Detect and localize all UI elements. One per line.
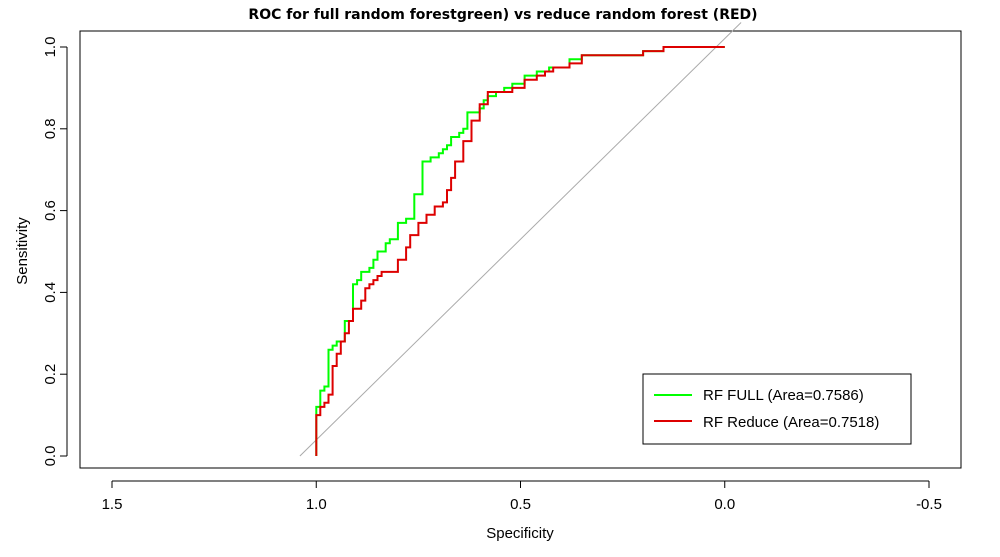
- legend: RF FULL (Area=0.7586) RF Reduce (Area=0.…: [642, 373, 912, 445]
- series-line-rf-reduce: [315, 46, 725, 456]
- y-tick-label: 0.8: [42, 118, 59, 139]
- y-tick-label: 0.4: [42, 282, 59, 303]
- x-axis-label: Specificity: [486, 525, 554, 542]
- x-tick-label: 0.5: [510, 496, 531, 513]
- x-tick-label: 1.0: [306, 496, 327, 513]
- x-axis-ticks: 1.5 1.0 0.5 0.0 -0.5: [102, 481, 942, 513]
- y-axis-label: Sensitivity: [14, 217, 31, 285]
- y-tick-label: 1.0: [42, 37, 59, 58]
- plot-frame: [79, 30, 962, 469]
- x-tick-label: 1.5: [102, 496, 123, 513]
- series-layer: [315, 46, 725, 456]
- chart-title: ROC for full random forestgreen) vs redu…: [248, 7, 757, 23]
- reference-diagonal-line: [299, 22, 742, 457]
- y-tick-label: 0.0: [42, 446, 59, 467]
- y-tick-label: 0.6: [42, 200, 59, 221]
- y-axis-ticks: 0.0 0.2 0.4 0.6 0.8 1.0: [42, 37, 67, 467]
- y-tick-label: 0.2: [42, 364, 59, 385]
- legend-label-rf-reduce: RF Reduce (Area=0.7518): [703, 414, 879, 431]
- x-tick-label: -0.5: [916, 496, 942, 513]
- legend-box: [642, 373, 912, 445]
- legend-label-rf-full: RF FULL (Area=0.7586): [703, 387, 864, 404]
- x-tick-label: 0.0: [714, 496, 735, 513]
